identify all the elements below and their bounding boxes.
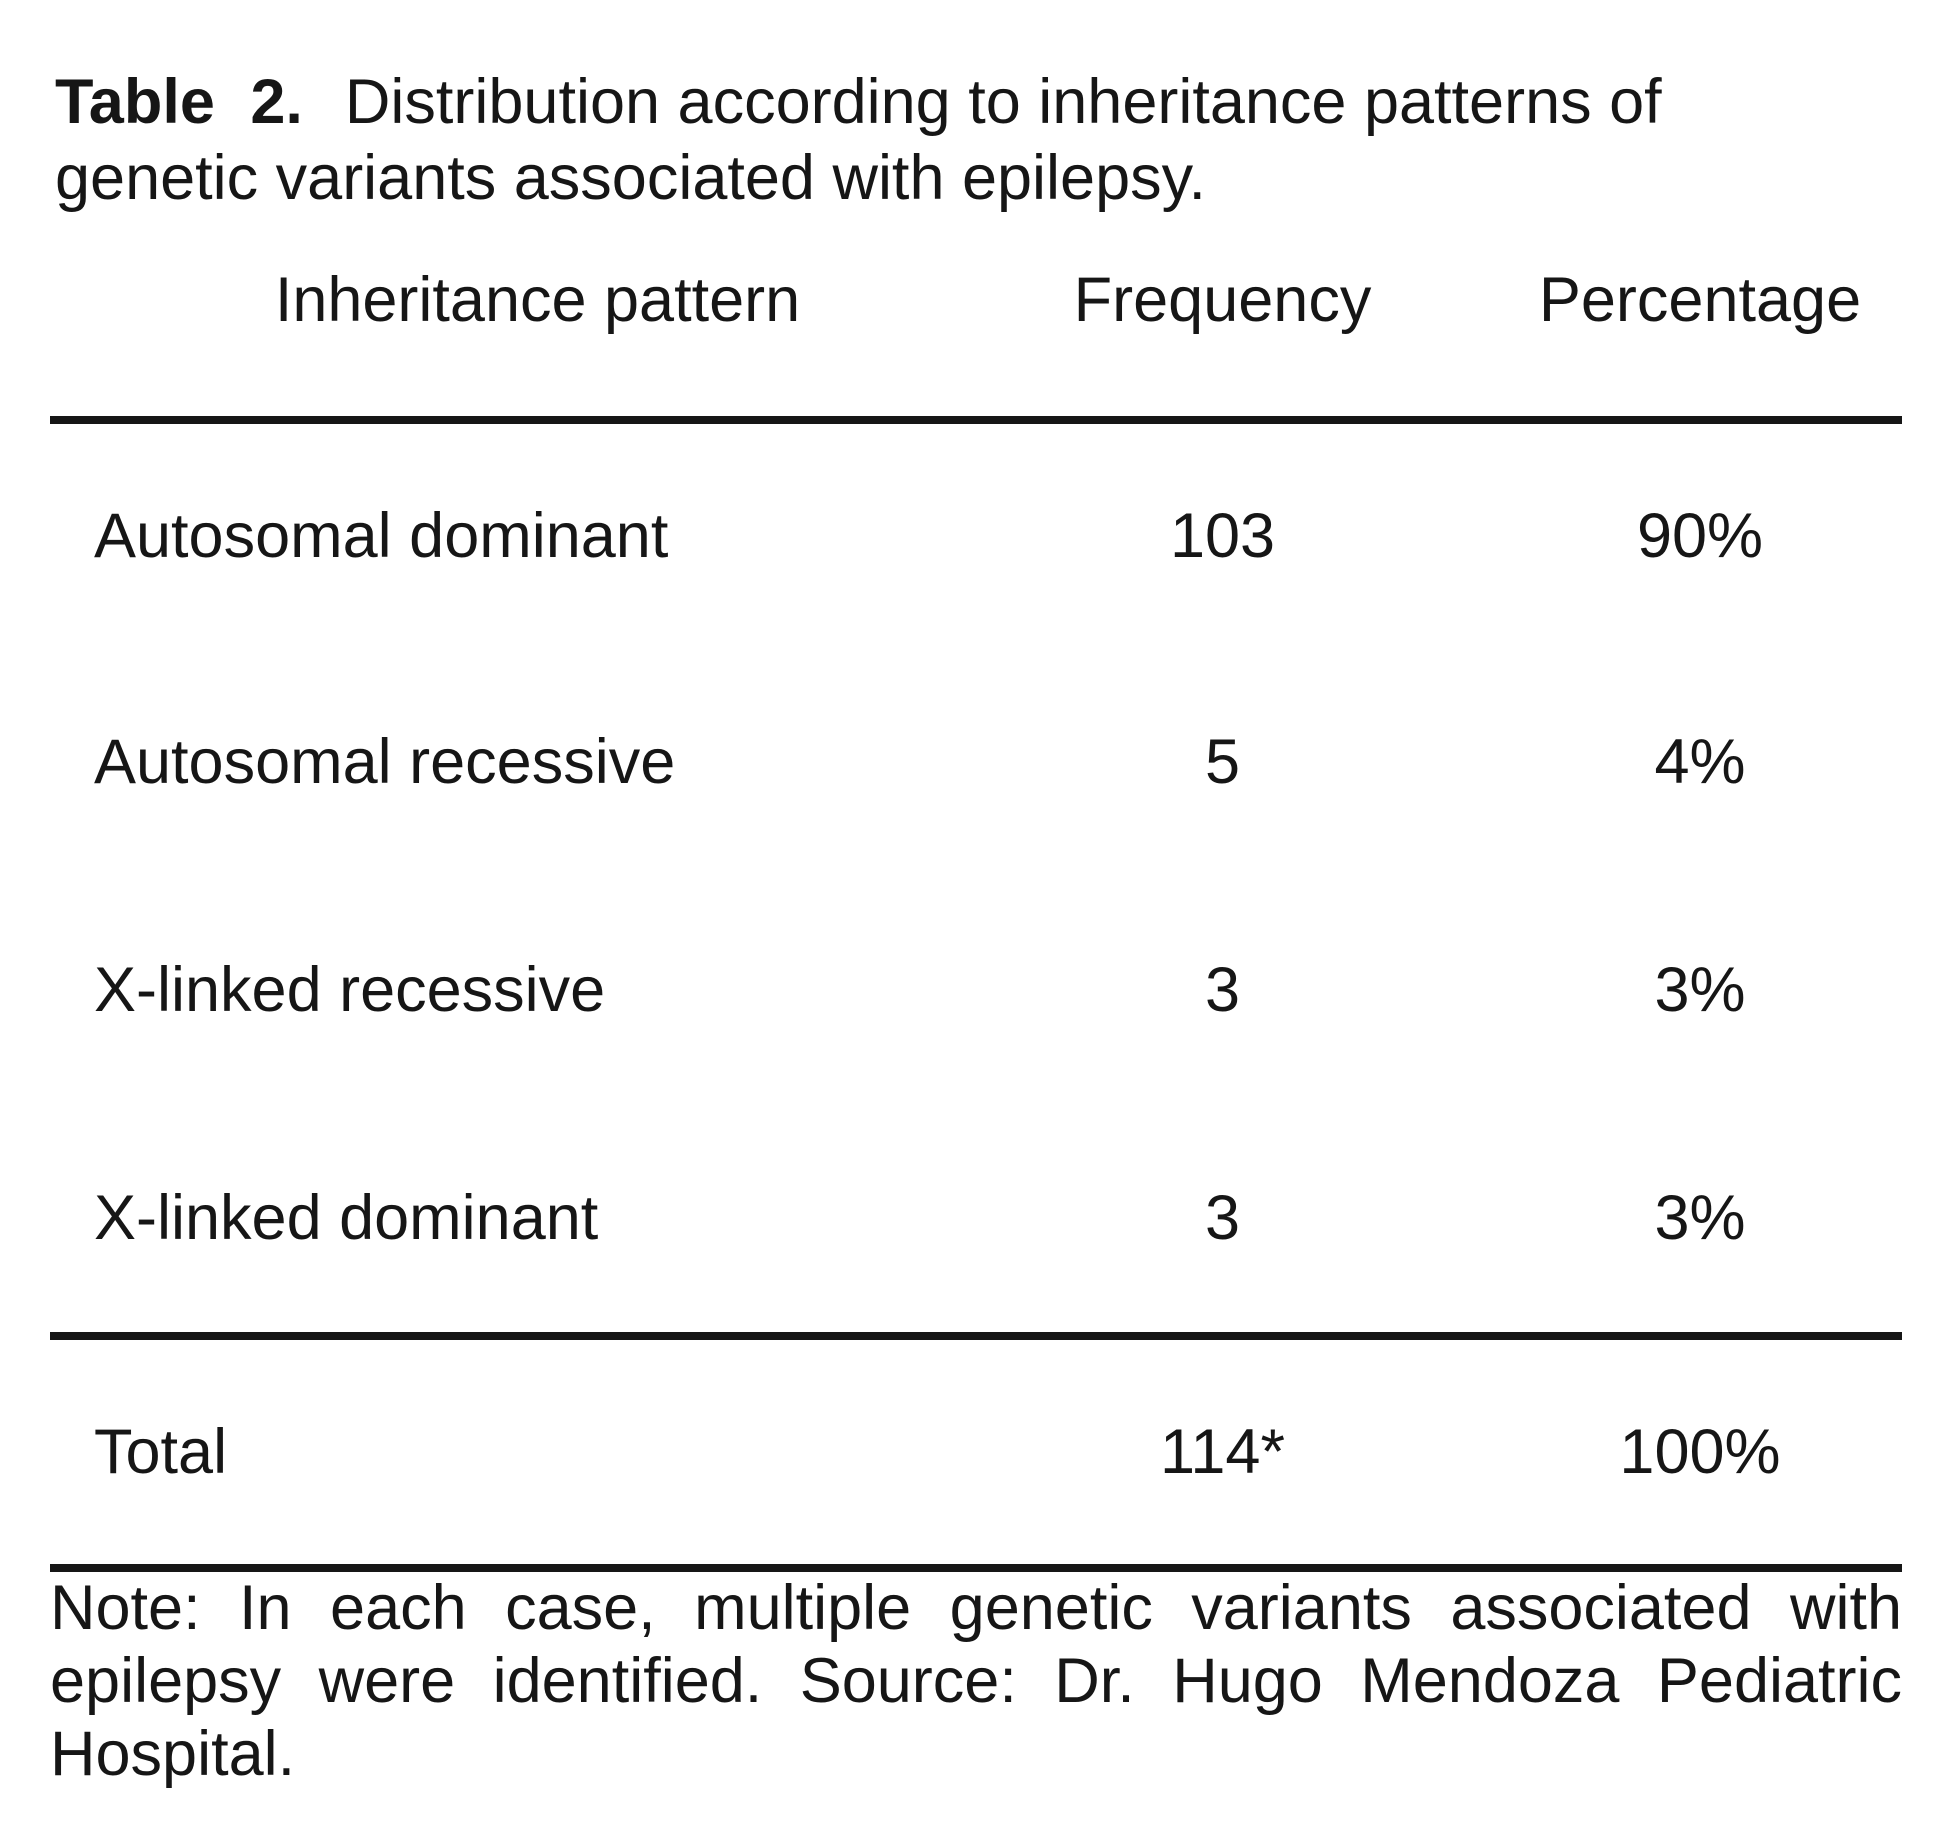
- pattern-cell: X-linked dominant: [94, 1183, 599, 1253]
- table-body: Autosomal dominant 103 90% Autosomal rec…: [50, 416, 1902, 1791]
- column-header-frequency: Frequency: [1073, 265, 1372, 335]
- total-label-cell: Total: [94, 1417, 228, 1487]
- table-rule-bottom: [50, 1564, 1902, 1572]
- column-header-percentage: Percentage: [1538, 265, 1862, 335]
- total-frequency-cell: 114*: [1160, 1417, 1285, 1487]
- table-rule-middle: [50, 1332, 1902, 1340]
- table-row-autosomal-dominant: Autosomal dominant 103 90%: [50, 424, 1902, 648]
- frequency-cell: 3: [1204, 955, 1241, 1025]
- table-row-x-linked-recessive: X-linked recessive 3 3%: [50, 876, 1902, 1104]
- table-caption-line-2: genetic variants associated with epileps…: [55, 143, 1206, 213]
- percentage-cell: 90%: [1636, 501, 1764, 571]
- frequency-cell: 103: [1169, 501, 1276, 571]
- table-header-row: Inheritance pattern Frequency Percentage: [50, 262, 1902, 338]
- table-row-total: Total 114* 100%: [50, 1340, 1902, 1564]
- table-caption: Table 2. Distribution according to inheri…: [55, 64, 1835, 216]
- footnote-line-3: Hospital.: [50, 1719, 296, 1789]
- percentage-cell: 3%: [1654, 955, 1746, 1025]
- footnote-line-2: epilepsy were identified. Source: Dr. Hu…: [50, 1646, 1902, 1716]
- table-caption-line-1: Table 2. Distribution according to inheri…: [55, 64, 1835, 140]
- table-number-label: Table 2.: [55, 67, 303, 137]
- table-rule-top: [50, 416, 1902, 424]
- frequency-cell: 3: [1204, 1183, 1241, 1253]
- table-row-autosomal-recessive: Autosomal recessive 5 4%: [50, 648, 1902, 876]
- pattern-cell: Autosomal recessive: [94, 727, 676, 797]
- percentage-cell: 3%: [1654, 1183, 1746, 1253]
- table-caption-text-1: Distribution according to inheritance pa…: [344, 67, 1662, 137]
- percentage-cell: 4%: [1654, 727, 1746, 797]
- frequency-cell: 5: [1204, 727, 1241, 797]
- pattern-cell: Autosomal dominant: [94, 501, 669, 571]
- table-row-x-linked-dominant: X-linked dominant 3 3%: [50, 1104, 1902, 1332]
- column-header-inheritance-pattern: Inheritance pattern: [274, 265, 801, 335]
- footnote-line-1: Note: In each case, multiple genetic var…: [50, 1573, 1902, 1643]
- table-footnote: Note: In each case, multiple genetic var…: [50, 1572, 1902, 1791]
- total-percentage-cell: 100%: [1619, 1417, 1781, 1487]
- pattern-cell: X-linked recessive: [94, 955, 606, 1025]
